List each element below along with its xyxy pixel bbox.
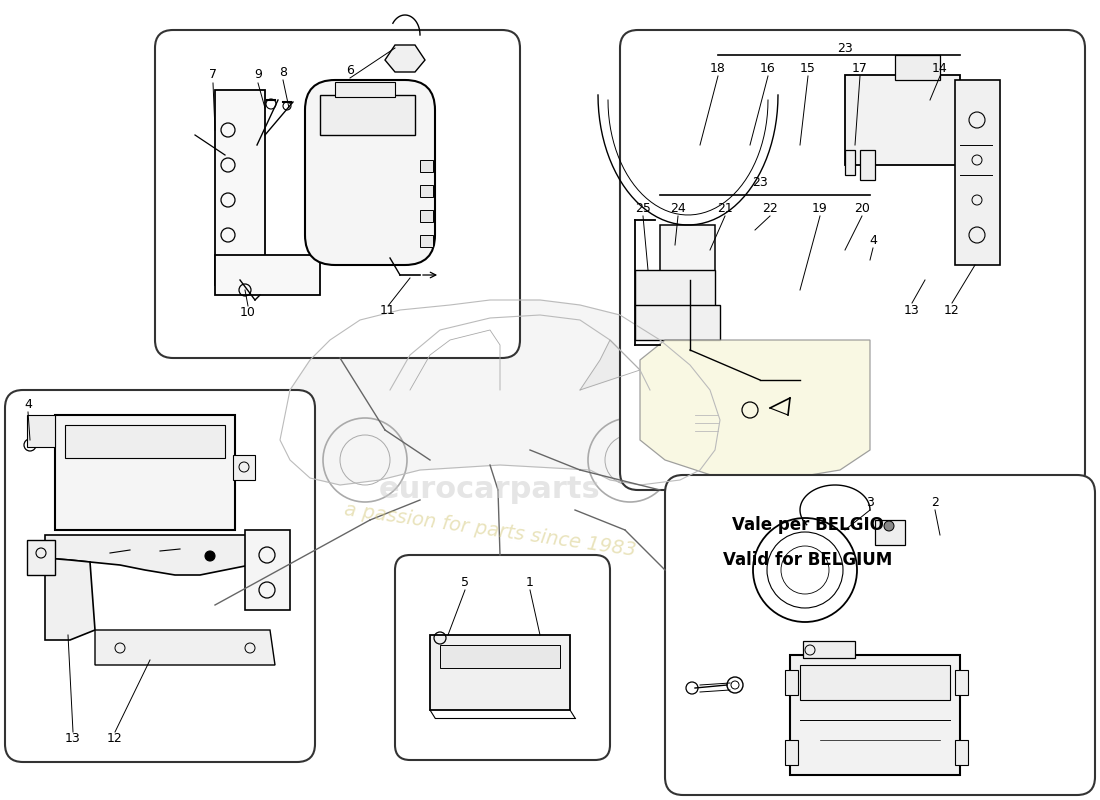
Bar xyxy=(635,270,715,310)
Bar xyxy=(895,55,940,80)
Polygon shape xyxy=(640,340,870,480)
Bar xyxy=(635,305,720,340)
FancyBboxPatch shape xyxy=(666,475,1094,795)
Text: 8: 8 xyxy=(279,66,287,78)
FancyBboxPatch shape xyxy=(155,30,520,358)
Bar xyxy=(785,670,798,695)
Bar xyxy=(420,185,433,197)
Text: 16: 16 xyxy=(760,62,775,74)
Bar xyxy=(214,90,265,285)
Bar xyxy=(955,670,968,695)
Bar xyxy=(233,455,255,480)
Text: 12: 12 xyxy=(944,303,960,317)
Text: 4: 4 xyxy=(869,234,877,246)
Text: 22: 22 xyxy=(762,202,778,214)
Text: 17: 17 xyxy=(852,62,868,74)
Text: 11: 11 xyxy=(381,303,396,317)
Text: Vale per BELGIO: Vale per BELGIO xyxy=(733,516,884,534)
Text: 24: 24 xyxy=(670,202,686,214)
Circle shape xyxy=(884,521,894,531)
FancyBboxPatch shape xyxy=(305,80,434,265)
Bar xyxy=(214,255,320,295)
Bar xyxy=(803,641,855,658)
Bar xyxy=(874,520,905,545)
Text: eurocarparts: eurocarparts xyxy=(379,475,601,505)
Bar xyxy=(845,75,960,165)
Bar xyxy=(28,540,55,575)
Bar xyxy=(245,530,290,610)
Bar xyxy=(28,415,55,447)
Bar xyxy=(336,82,395,97)
Text: a passion for parts since 1983: a passion for parts since 1983 xyxy=(343,500,637,560)
Polygon shape xyxy=(280,300,720,485)
Text: 9: 9 xyxy=(254,69,262,82)
Text: 2: 2 xyxy=(931,495,939,509)
Text: 5: 5 xyxy=(461,575,469,589)
Bar xyxy=(288,420,295,455)
Polygon shape xyxy=(45,558,95,640)
Bar xyxy=(440,645,560,668)
Text: 19: 19 xyxy=(812,202,828,214)
Text: 13: 13 xyxy=(904,303,920,317)
Text: 20: 20 xyxy=(854,202,870,214)
Text: 23: 23 xyxy=(752,177,768,190)
Polygon shape xyxy=(580,340,640,390)
FancyBboxPatch shape xyxy=(395,555,610,760)
Circle shape xyxy=(205,551,214,561)
Text: 25: 25 xyxy=(635,202,651,214)
Text: 10: 10 xyxy=(240,306,256,318)
Bar xyxy=(420,210,433,222)
Polygon shape xyxy=(385,45,425,72)
Bar xyxy=(955,740,968,765)
Text: 15: 15 xyxy=(800,62,816,74)
Bar xyxy=(800,665,950,700)
Text: 21: 21 xyxy=(717,202,733,214)
Bar xyxy=(785,740,798,765)
Bar xyxy=(55,415,235,530)
Text: 6: 6 xyxy=(346,63,354,77)
Text: 7: 7 xyxy=(209,69,217,82)
Bar xyxy=(845,150,855,175)
Text: 1: 1 xyxy=(526,575,534,589)
Bar xyxy=(420,235,433,247)
Bar xyxy=(790,655,960,775)
Text: 13: 13 xyxy=(65,731,81,745)
Bar xyxy=(430,635,570,710)
Text: 18: 18 xyxy=(711,62,726,74)
Bar xyxy=(420,160,433,172)
Bar xyxy=(320,95,415,135)
FancyBboxPatch shape xyxy=(620,30,1085,490)
Text: 23: 23 xyxy=(837,42,852,54)
Polygon shape xyxy=(955,80,1000,265)
Text: 12: 12 xyxy=(107,731,123,745)
Polygon shape xyxy=(45,535,275,575)
Text: 14: 14 xyxy=(932,62,948,74)
Bar xyxy=(660,225,715,285)
Text: Valid for BELGIUM: Valid for BELGIUM xyxy=(724,551,892,569)
Bar xyxy=(65,425,226,458)
Text: 3: 3 xyxy=(866,495,873,509)
Polygon shape xyxy=(95,630,275,665)
Bar xyxy=(860,150,875,180)
Text: 4: 4 xyxy=(24,398,32,411)
FancyBboxPatch shape xyxy=(6,390,315,762)
